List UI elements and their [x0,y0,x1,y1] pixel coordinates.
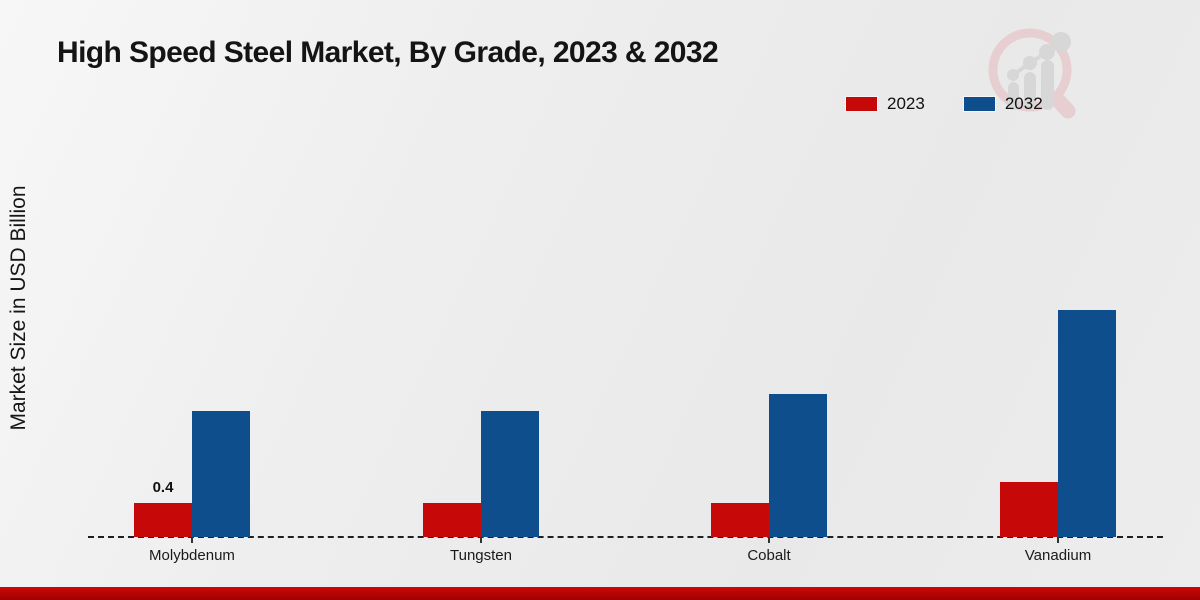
category-label-cobalt: Cobalt [747,547,791,564]
legend-swatch-2023 [845,96,878,112]
bar-2032-vanadium [1058,310,1116,537]
footer-accent-bar [0,587,1200,600]
legend-label-2032: 2032 [1004,94,1043,113]
legend-label-2023: 2023 [887,94,925,113]
legend: 2023 2032 [845,94,1043,114]
magnifier-analytics-logo-icon [988,28,1076,119]
watermark-logo [983,20,1083,125]
bar-2023-tungsten [423,503,481,537]
legend-item-2032: 2032 [962,94,1043,114]
category-label-molybdenum: Molybdenum [149,547,235,564]
x-axis-line [88,536,1163,538]
bar-2023-cobalt [711,503,769,537]
category-label-vanadium: Vanadium [1024,547,1092,564]
bar-2032-cobalt [769,394,827,537]
value-label-2023-molybdenum: 0.4 [152,479,174,496]
bar-2023-molybdenum [134,503,192,537]
legend-swatch-2032 [962,96,996,112]
bar-2032-molybdenum [192,411,250,537]
x-axis-tick-vanadium [1057,537,1059,543]
x-axis-tick-tungsten [480,537,482,543]
bar-2032-tungsten [481,411,539,537]
category-label-tungsten: Tungsten [450,547,512,564]
legend-item-2023: 2023 [845,94,925,114]
bar-2023-vanadium [1000,482,1058,537]
x-axis-tick-cobalt [768,537,770,543]
x-axis-tick-molybdenum [191,537,193,543]
chart-title: High Speed Steel Market, By Grade, 2023 … [57,36,719,69]
